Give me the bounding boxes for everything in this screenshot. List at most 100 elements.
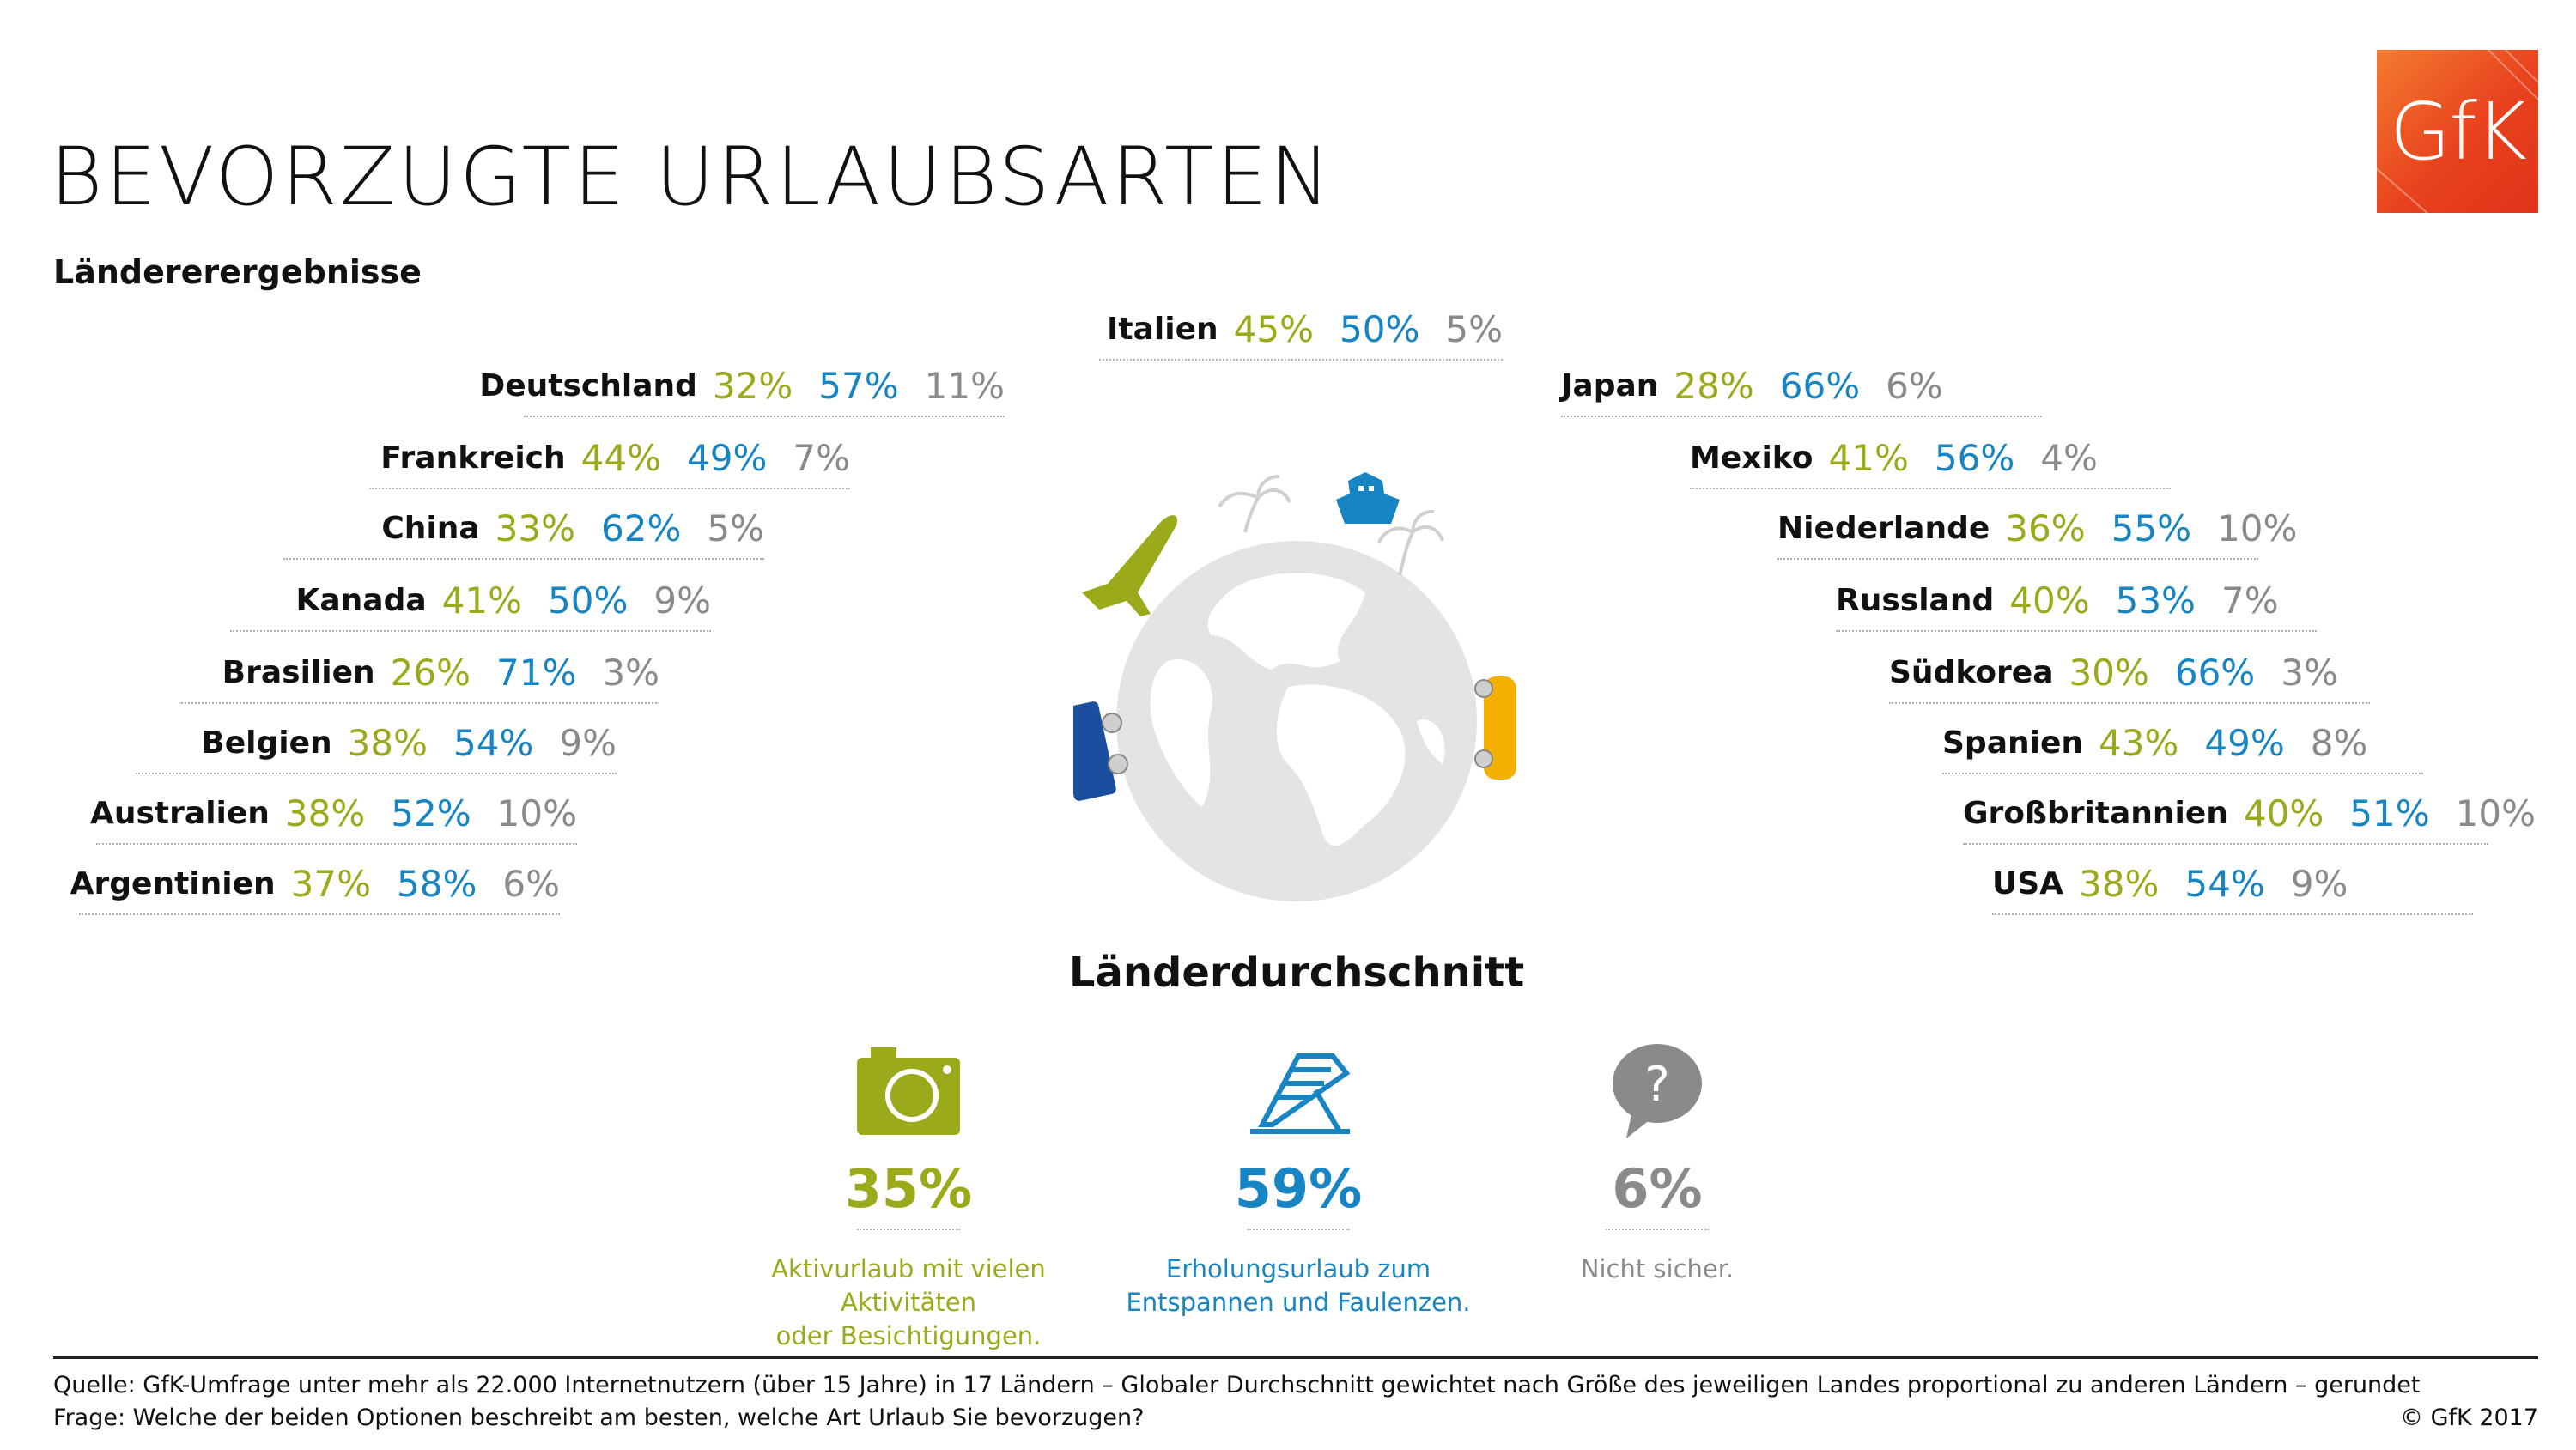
relax-value: 52% bbox=[391, 792, 471, 834]
active-value: 38% bbox=[284, 792, 366, 834]
relax-value: 50% bbox=[548, 579, 629, 622]
country-row: Niederlande 36% 55% 10% bbox=[1777, 498, 2297, 560]
palm-tree-icon bbox=[1377, 509, 1444, 576]
active-value: 40% bbox=[2009, 579, 2090, 622]
svg-text:?: ? bbox=[1644, 1057, 1670, 1113]
logo-stripes-icon bbox=[2377, 50, 2538, 213]
country-name: Niederlande bbox=[1777, 510, 1990, 546]
average-active-value: 35% bbox=[844, 1157, 973, 1220]
average-unsure-value: 6% bbox=[1612, 1157, 1703, 1220]
relax-value: 56% bbox=[1934, 436, 2015, 479]
footer-copyright: © GfK 2017 bbox=[2399, 1404, 2538, 1431]
unsure-value: 4% bbox=[2040, 436, 2098, 479]
country-name: Spanien bbox=[1942, 725, 2084, 761]
country-name: Australien bbox=[90, 795, 270, 831]
unsure-value: 3% bbox=[602, 651, 659, 694]
globe-illustration bbox=[1073, 472, 1516, 901]
average-active-label-2: oder Besichtigungen. bbox=[775, 1321, 1042, 1351]
relax-value: 62% bbox=[601, 507, 682, 549]
country-row: Kanada 41% 50% 9% bbox=[230, 570, 711, 632]
active-value: 40% bbox=[2243, 792, 2324, 834]
airplane-icon bbox=[1082, 515, 1177, 616]
relax-value: 49% bbox=[687, 436, 768, 479]
relax-value: 55% bbox=[2111, 507, 2191, 549]
unsure-value: 9% bbox=[653, 579, 711, 622]
average-relax-value: 59% bbox=[1234, 1157, 1363, 1220]
unsure-value: 7% bbox=[793, 436, 850, 479]
logo-text: GfK bbox=[2389, 86, 2527, 178]
country-row: Mexiko 41% 56% 4% bbox=[1690, 428, 2171, 489]
average-active: 35% Aktivurlaub mit vielen Aktivitäten o… bbox=[702, 1039, 1115, 1353]
gfk-logo: GfK bbox=[2377, 50, 2538, 213]
relax-value: 58% bbox=[397, 862, 477, 905]
unsure-value: 8% bbox=[2310, 721, 2368, 764]
relax-value: 51% bbox=[2349, 792, 2430, 834]
relax-value: 50% bbox=[1340, 307, 1420, 350]
footer-question: Frage: Welche der beiden Optionen beschr… bbox=[53, 1404, 1145, 1431]
active-value: 41% bbox=[441, 579, 522, 622]
unsure-value: 5% bbox=[707, 507, 764, 549]
unsure-value: 10% bbox=[2455, 792, 2537, 834]
country-name: USA bbox=[1992, 865, 2064, 901]
bus-icon bbox=[1073, 701, 1128, 801]
active-value: 32% bbox=[712, 364, 793, 407]
footer-source: Quelle: GfK-Umfrage unter mehr als 22.00… bbox=[53, 1372, 2421, 1398]
palm-tree-icon bbox=[1218, 475, 1291, 533]
active-value: 28% bbox=[1674, 364, 1754, 407]
relax-value: 66% bbox=[1779, 364, 1861, 407]
unsure-value: 10% bbox=[2217, 507, 2298, 549]
country-name: China bbox=[381, 510, 480, 546]
country-name: Belgien bbox=[201, 725, 332, 761]
average-unsure: ? 6% Nicht sicher. bbox=[1451, 1039, 1863, 1286]
average-relax-label-2: Entspannen und Faulenzen. bbox=[1126, 1288, 1471, 1318]
camera-icon bbox=[857, 1047, 960, 1135]
average-relax-label-1: Erholungsurlaub zum bbox=[1165, 1254, 1431, 1283]
deck-chair-icon bbox=[1250, 1053, 1351, 1134]
unsure-value: 10% bbox=[496, 792, 577, 834]
unsure-value: 5% bbox=[1445, 307, 1503, 350]
country-name: Kanada bbox=[295, 582, 427, 618]
country-row: Deutschland 32% 57% 11% bbox=[479, 355, 1005, 417]
country-row: Spanien 43% 49% 8% bbox=[1942, 713, 2423, 774]
country-row: Belgien 38% 54% 9% bbox=[136, 713, 617, 774]
country-name: Mexiko bbox=[1690, 440, 1814, 476]
active-value: 45% bbox=[1233, 307, 1314, 350]
relax-value: 49% bbox=[2204, 721, 2285, 764]
active-value: 26% bbox=[390, 651, 471, 694]
unsure-value: 6% bbox=[502, 862, 560, 905]
unsure-value: 9% bbox=[2290, 862, 2348, 905]
country-row: Brasilien 26% 71% 3% bbox=[179, 642, 659, 704]
relax-value: 57% bbox=[818, 364, 899, 407]
question-bubble-icon: ? bbox=[1613, 1044, 1702, 1138]
active-value: 41% bbox=[1828, 436, 1909, 479]
unsure-value: 3% bbox=[2281, 651, 2338, 694]
unsure-value: 7% bbox=[2221, 579, 2279, 622]
active-value: 37% bbox=[290, 862, 371, 905]
country-name: Südkorea bbox=[1889, 654, 2054, 690]
unsure-value: 6% bbox=[1886, 364, 1943, 407]
active-value: 36% bbox=[2005, 507, 2086, 549]
car-icon bbox=[1474, 676, 1516, 780]
average-active-label-1: Aktivurlaub mit vielen Aktivitäten bbox=[771, 1254, 1046, 1318]
average-relax: 59% Erholungsurlaub zum Entspannen und F… bbox=[1092, 1039, 1504, 1320]
country-row: Japan 28% 66% 6% bbox=[1561, 355, 2042, 417]
country-row: USA 38% 54% 9% bbox=[1992, 853, 2473, 915]
average-unsure-label-1: Nicht sicher. bbox=[1580, 1254, 1735, 1283]
active-value: 44% bbox=[580, 436, 661, 479]
country-name: Großbritannien bbox=[1963, 795, 2228, 831]
country-name: Russland bbox=[1836, 582, 1995, 618]
country-row: Russland 40% 53% 7% bbox=[1836, 570, 2317, 632]
country-row: Südkorea 30% 66% 3% bbox=[1889, 642, 2370, 704]
active-value: 30% bbox=[2069, 651, 2149, 694]
country-row: Australien 38% 52% 10% bbox=[90, 783, 577, 845]
country-name: Japan bbox=[1561, 367, 1659, 403]
page-subtitle: Ländererergebnisse bbox=[53, 253, 422, 291]
unsure-value: 9% bbox=[559, 721, 617, 764]
country-row: Großbritannien 40% 51% 10% bbox=[1963, 783, 2536, 845]
footer-divider bbox=[53, 1356, 2538, 1359]
relax-value: 53% bbox=[2115, 579, 2196, 622]
active-value: 43% bbox=[2099, 721, 2179, 764]
country-row: Argentinien 37% 58% 6% bbox=[70, 853, 560, 915]
country-name: Brasilien bbox=[222, 654, 375, 690]
average-title: Länderdurchschnitt bbox=[1068, 949, 1525, 997]
